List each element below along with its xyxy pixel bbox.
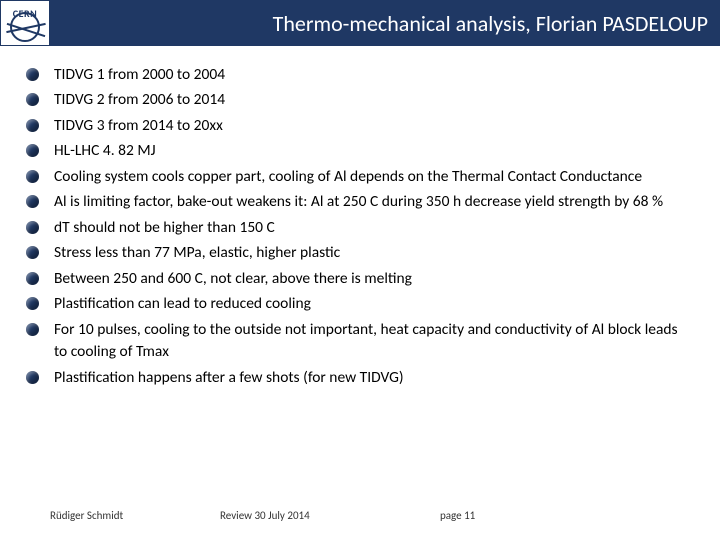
- slide-header: CERN Thermo-mechanical analysis, Florian…: [0, 0, 720, 46]
- bullet-item: Stress less than 77 MPa, elastic, higher…: [26, 242, 694, 264]
- bullet-item: Al is limiting factor, bake-out weakens …: [26, 191, 694, 213]
- bullet-item: TIDVG 2 from 2006 to 2014: [26, 89, 694, 111]
- bullet-item: Plastification happens after a few shots…: [26, 367, 694, 389]
- slide-footer: Rüdiger Schmidt Review 30 July 2014 page…: [0, 500, 720, 540]
- bullet-item: TIDVG 1 from 2000 to 2004: [26, 64, 694, 86]
- slide-content: TIDVG 1 from 2000 to 2004 TIDVG 2 from 2…: [0, 46, 720, 500]
- footer-date: Review 30 July 2014: [220, 509, 440, 522]
- bullet-item: Cooling system cools copper part, coolin…: [26, 166, 694, 188]
- bullet-item: HL-LHC 4. 82 MJ: [26, 140, 694, 162]
- bullet-item: dT should not be higher than 150 C: [26, 217, 694, 239]
- bullet-item: For 10 pulses, cooling to the outside no…: [26, 319, 694, 364]
- bullet-list: TIDVG 1 from 2000 to 2004 TIDVG 2 from 2…: [26, 64, 694, 389]
- footer-author: Rüdiger Schmidt: [50, 509, 220, 522]
- cern-logo: CERN: [0, 0, 50, 46]
- footer-page: page 11: [440, 509, 475, 522]
- bullet-item: Between 250 and 600 C, not clear, above …: [26, 268, 694, 290]
- bullet-item: Plastification can lead to reduced cooli…: [26, 293, 694, 315]
- slide-title: Thermo-mechanical analysis, Florian PASD…: [273, 10, 708, 37]
- slide: CERN Thermo-mechanical analysis, Florian…: [0, 0, 720, 540]
- bullet-item: TIDVG 3 from 2014 to 20xx: [26, 115, 694, 137]
